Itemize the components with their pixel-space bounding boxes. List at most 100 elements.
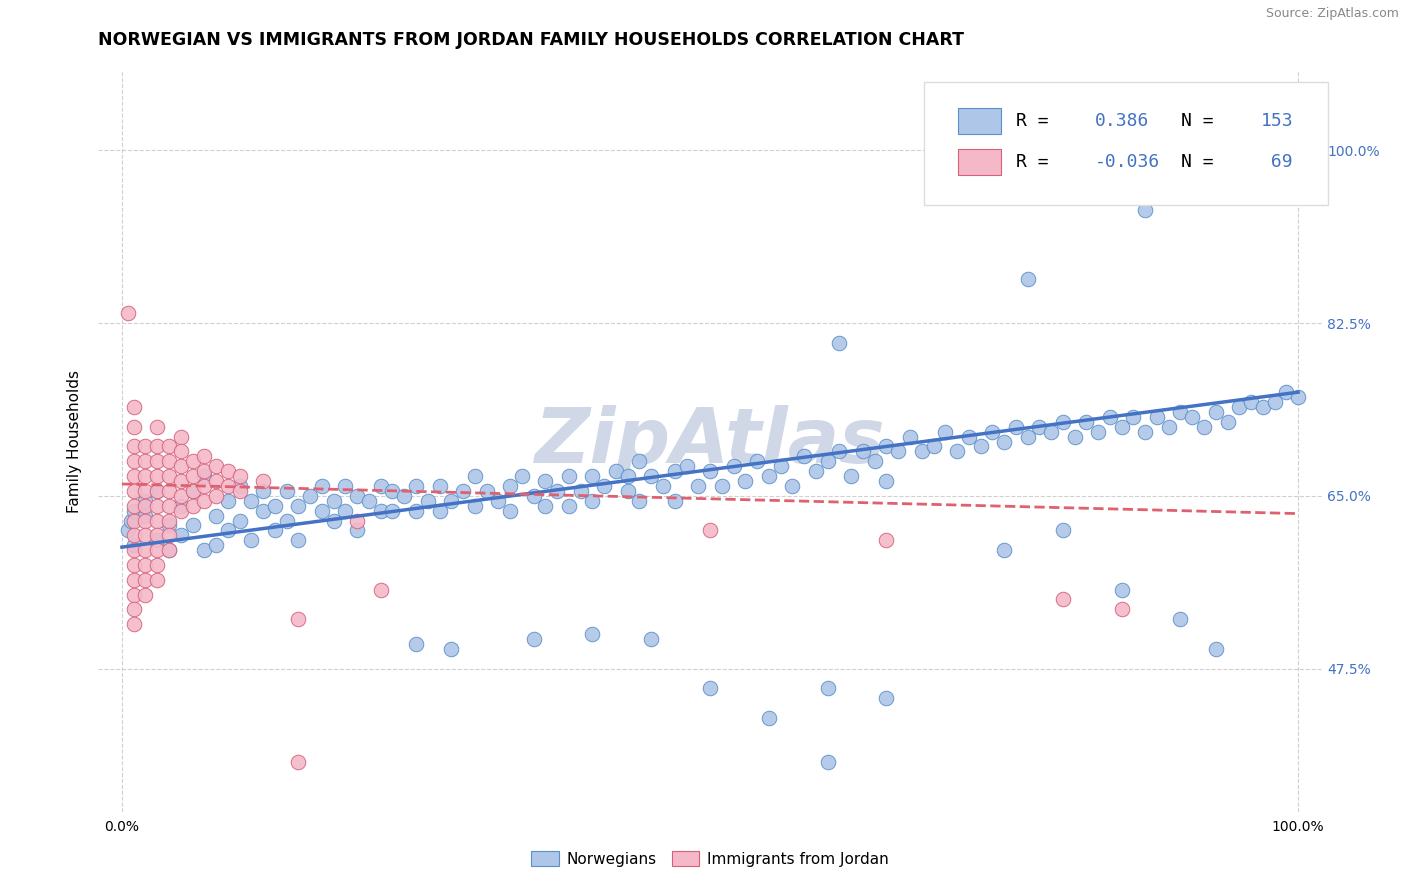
FancyBboxPatch shape [924,82,1327,204]
Point [405,479,427,493]
Point [193,469,215,483]
Point [782,479,804,493]
Point [146,528,169,542]
Point [405,637,427,651]
Point [157,518,180,533]
Point [839,469,862,483]
Point [240,533,263,548]
Point [170,429,193,443]
Point [664,464,686,478]
Point [157,440,180,454]
Point [616,469,638,483]
Point [1251,400,1274,414]
Point [170,503,193,517]
Point [134,528,156,542]
Point [122,538,145,552]
Point [346,489,368,503]
Point [593,479,616,493]
Point [1146,409,1168,424]
Point [117,306,139,320]
Point [181,454,204,468]
Point [429,503,451,517]
Point [699,464,721,478]
Point [734,474,756,488]
Point [758,469,780,483]
Point [1205,641,1227,656]
Text: 69: 69 [1261,153,1294,171]
Point [523,632,546,646]
Point [558,499,581,513]
Point [416,493,439,508]
Point [381,503,404,517]
Point [1052,415,1074,429]
Point [769,459,792,474]
Point [170,499,193,513]
Point [1275,144,1298,158]
Point [357,493,380,508]
Point [569,483,592,498]
Point [146,514,169,528]
Point [440,641,463,656]
Point [252,503,274,517]
Point [205,538,228,552]
Point [875,474,897,488]
Point [875,533,897,548]
Point [1076,415,1098,429]
Point [523,489,546,503]
Point [370,503,392,517]
Point [322,493,344,508]
Point [134,543,156,558]
Point [205,508,228,523]
Point [863,454,886,468]
Point [134,588,156,602]
Text: R =: R = [1015,153,1059,171]
Point [616,483,638,498]
Point [370,479,392,493]
Point [499,503,522,517]
Point [217,464,239,478]
Point [276,514,298,528]
Text: Source: ZipAtlas.com: Source: ZipAtlas.com [1265,7,1399,21]
Point [134,469,156,483]
Point [1063,429,1085,443]
Point [287,612,309,626]
Point [1170,405,1192,419]
Point [217,524,239,538]
Point [1240,144,1263,158]
Point [205,474,228,488]
Point [429,479,451,493]
Point [252,474,274,488]
Point [1122,409,1144,424]
FancyBboxPatch shape [959,108,1001,134]
Point [464,499,486,513]
Point [1170,612,1192,626]
Point [534,499,557,513]
Point [581,627,603,641]
Point [193,493,215,508]
Point [581,469,603,483]
Point [1017,429,1039,443]
Point [122,588,145,602]
Point [828,444,851,458]
Point [1170,163,1192,178]
Point [346,524,368,538]
Point [170,444,193,458]
Point [122,440,145,454]
Point [1240,395,1263,409]
Text: 153: 153 [1261,112,1294,130]
Text: NORWEGIAN VS IMMIGRANTS FROM JORDAN FAMILY HOUSEHOLDS CORRELATION CHART: NORWEGIAN VS IMMIGRANTS FROM JORDAN FAMI… [98,31,965,49]
Point [122,617,145,632]
Point [486,493,509,508]
Point [817,756,839,770]
Point [451,483,474,498]
Point [122,514,145,528]
Point [134,558,156,572]
Point [875,440,897,454]
Point [122,558,145,572]
Point [887,444,910,458]
Point [1111,582,1133,597]
Point [1052,592,1074,607]
Point [122,503,145,517]
Point [675,459,697,474]
Point [370,582,392,597]
